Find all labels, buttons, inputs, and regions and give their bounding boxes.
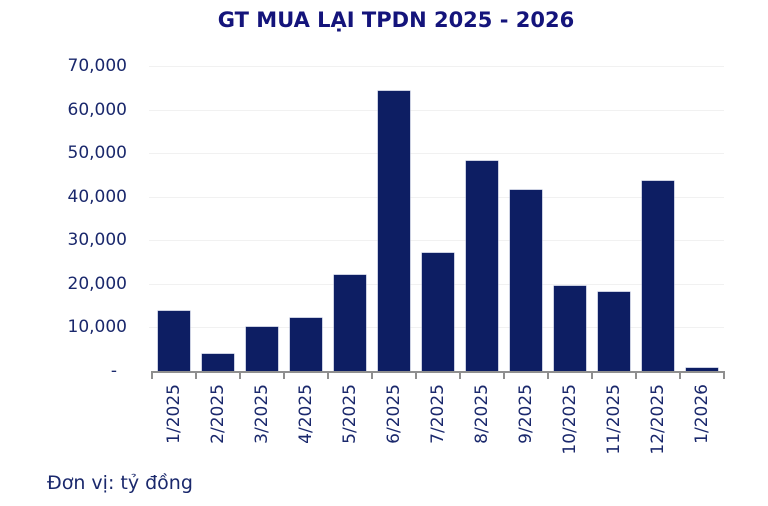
x-axis-tick [415,371,417,379]
bar [598,292,630,371]
x-axis-tick-label: 9/2025 [516,384,536,444]
bar [686,368,718,371]
x-axis-tick [591,371,593,379]
gridline [149,109,724,111]
x-axis-tick [195,371,197,379]
bar [202,353,234,371]
y-axis-tick-label: 60,000 [67,99,127,120]
y-axis-tick-label: 50,000 [67,143,127,164]
x-axis-tick [635,371,637,379]
bar [246,327,278,371]
x-axis-tick-label: 6/2025 [384,384,404,444]
y-axis-tick-label: 30,000 [67,230,127,251]
x-axis-tick-label: 8/2025 [472,384,492,444]
bar [466,161,498,371]
x-axis-tick [723,371,725,379]
x-axis-line [151,371,725,373]
bar [510,189,542,371]
gridline [149,153,724,155]
x-axis-tick [547,371,549,379]
x-axis-tick-label: 4/2025 [296,384,316,444]
x-axis-tick-label: 10/2025 [560,384,580,455]
bar [158,311,190,371]
x-axis-tick-label: 1/2026 [692,384,712,444]
x-axis-tick-label: 11/2025 [604,384,624,455]
x-axis-tick-label: 12/2025 [648,384,668,455]
y-axis-tick-label: 20,000 [67,273,127,294]
bar [290,317,322,371]
x-axis-tick [283,371,285,379]
y-axis-tick-label: 10,000 [67,317,127,338]
x-axis-tick-label: 1/2025 [164,384,184,444]
x-axis-tick-label: 5/2025 [340,384,360,444]
y-axis-tick-label: 40,000 [67,186,127,207]
x-axis-tick-label: 7/2025 [428,384,448,444]
bar [554,285,586,371]
gridline [149,196,724,198]
bar [422,252,454,371]
x-axis-tick-label: 2/2025 [208,384,228,444]
x-axis-tick [327,371,329,379]
bar [642,181,674,371]
gridline [149,240,724,242]
y-axis-tick-label: - [110,361,117,381]
bar [378,91,410,371]
bar [334,275,366,371]
x-axis-tick-label: 3/2025 [252,384,272,444]
y-axis-tick-label: 70,000 [67,56,127,76]
x-axis-tick [371,371,373,379]
gridline [149,66,724,67]
chart-title: GT MUA LẠI TPDN 2025 - 2026 [217,8,575,32]
x-axis-tick [239,371,241,379]
x-axis-tick [151,371,153,379]
unit-note: Đơn vị: tỷ đồng [47,472,193,494]
x-axis-tick [459,371,461,379]
x-axis-tick [503,371,505,379]
x-axis-tick [679,371,681,379]
